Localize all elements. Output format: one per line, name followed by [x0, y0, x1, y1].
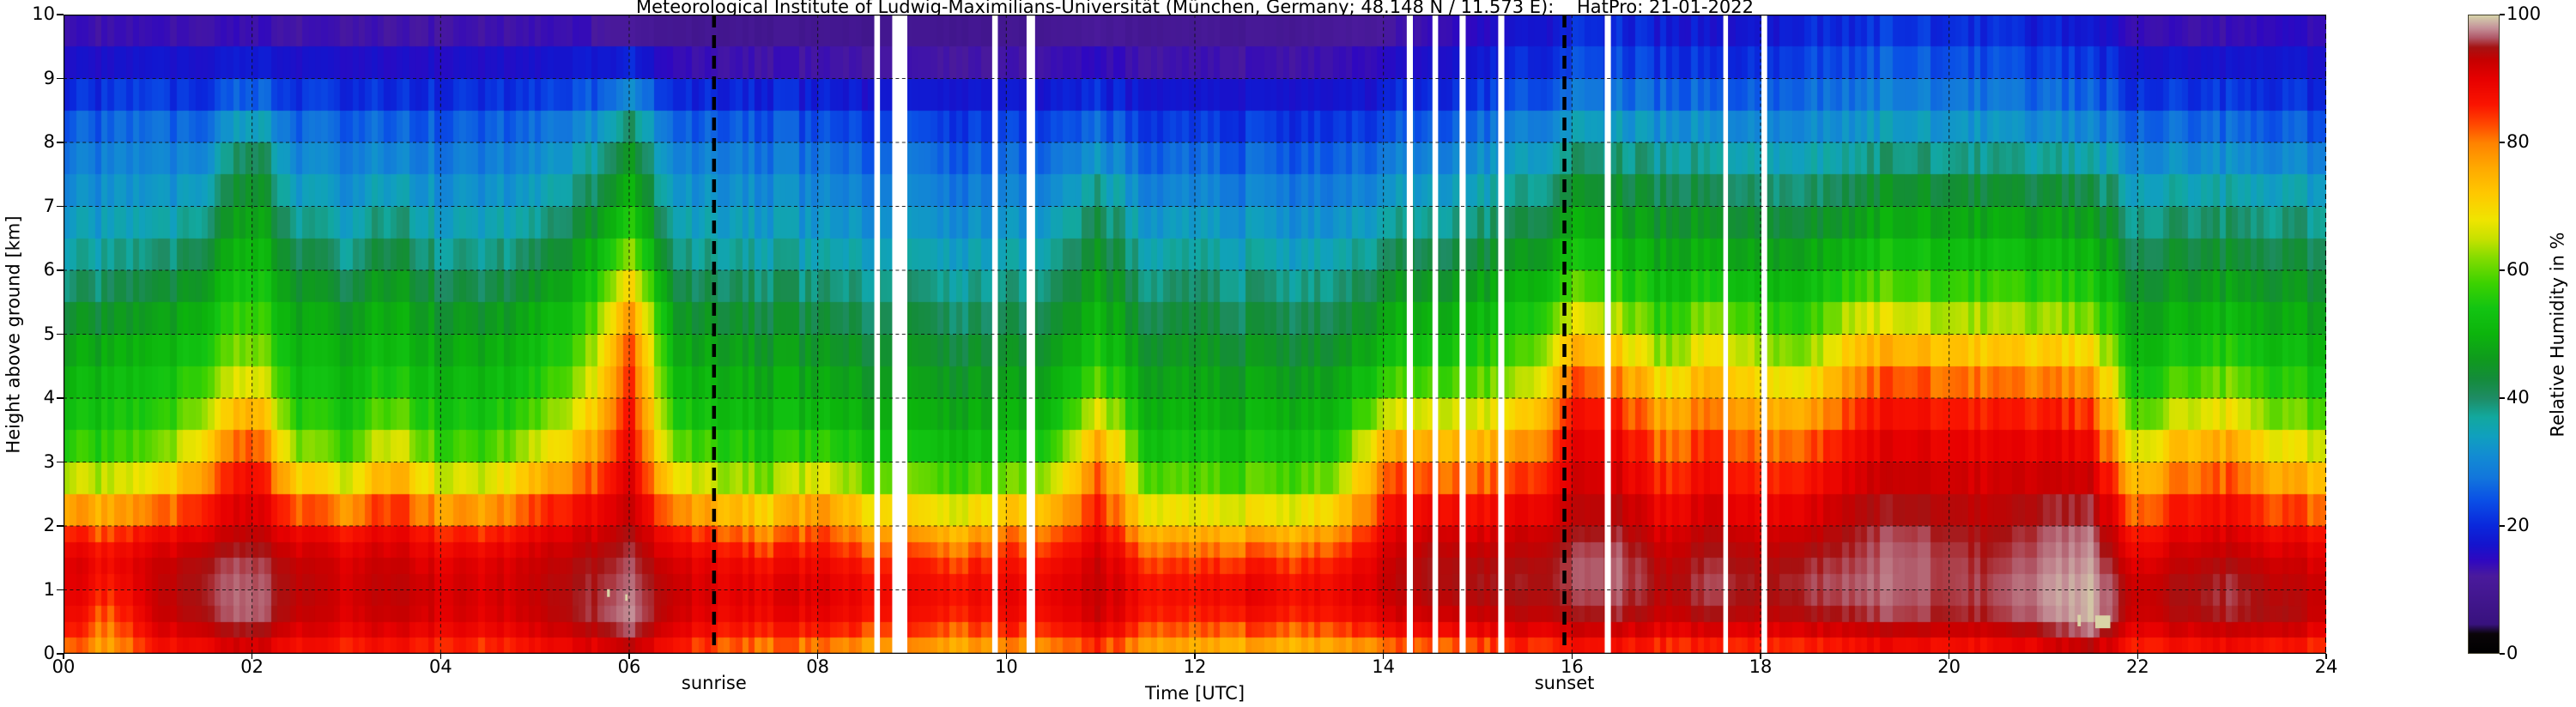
- x-tick-label: 08: [806, 656, 830, 677]
- sunrise-label: sunrise: [681, 673, 747, 693]
- y-tick-label: 4: [43, 387, 55, 408]
- x-tick: [628, 654, 630, 659]
- colorbar-tick: [2500, 14, 2505, 15]
- y-tick-label: 10: [32, 3, 55, 24]
- x-tick: [816, 654, 819, 659]
- plot-overlay-svg: [64, 15, 2326, 654]
- x-tick-label: 18: [1749, 656, 1773, 677]
- x-tick-label: 10: [994, 656, 1018, 677]
- colorbar-tick: [2500, 525, 2505, 527]
- colorbar-tick-label: 40: [2506, 387, 2530, 408]
- plot-title: Meteorological Institute of Ludwig-Maxim…: [635, 0, 1755, 17]
- y-tick: [57, 589, 64, 591]
- missing-data-gap: [1761, 15, 1767, 654]
- y-tick-label: 8: [43, 131, 55, 152]
- y-tick-label: 0: [43, 643, 55, 663]
- y-tick: [57, 205, 64, 208]
- y-tick-label: 1: [43, 578, 55, 600]
- x-tick: [63, 654, 64, 659]
- plot-area: [64, 15, 2326, 654]
- y-tick-label: 5: [43, 323, 55, 344]
- y-tick: [57, 461, 64, 463]
- x-tick: [1948, 654, 1950, 659]
- x-tick: [1194, 654, 1196, 659]
- x-tick-label: 00: [52, 656, 76, 677]
- colorbar-tick-label: 60: [2506, 259, 2530, 280]
- x-tick: [1760, 654, 1761, 659]
- x-tick-label: 06: [617, 656, 641, 677]
- x-tick: [439, 654, 442, 659]
- sunset-label: sunset: [1534, 673, 1595, 693]
- missing-data-gap: [991, 15, 998, 654]
- y-tick: [57, 14, 64, 15]
- y-tick-label: 3: [43, 450, 55, 472]
- missing-data-gap: [1723, 15, 1729, 654]
- x-tick: [2325, 654, 2327, 659]
- colorbar-tick: [2500, 397, 2505, 399]
- missing-data-gap: [1406, 15, 1413, 654]
- colorbar-tick: [2500, 269, 2505, 271]
- colorbar-tick-label: 20: [2506, 515, 2530, 535]
- x-axis-label: Time [UTC]: [1144, 683, 1246, 704]
- x-tick-label: 12: [1183, 656, 1207, 677]
- x-tick: [1005, 654, 1008, 659]
- y-tick: [57, 397, 64, 399]
- y-tick-label: 7: [43, 195, 55, 216]
- x-tick: [1382, 654, 1385, 659]
- y-tick-label: 6: [43, 259, 55, 280]
- missing-data-gap: [1432, 15, 1439, 654]
- colorbar-gradient: [2469, 15, 2499, 653]
- saturation-mark: [625, 594, 628, 601]
- y-tick-label: 2: [43, 515, 55, 535]
- y-tick: [57, 525, 64, 527]
- y-tick-label: 9: [43, 67, 55, 88]
- colorbar-label: Relative Humidity in %: [2547, 232, 2568, 438]
- x-tick-label: 02: [240, 656, 264, 677]
- y-tick: [57, 653, 64, 655]
- x-tick-label: 22: [2125, 656, 2149, 677]
- colorbar-tick-label: 100: [2506, 3, 2542, 24]
- saturation-mark: [2094, 615, 2111, 629]
- colorbar-tick-label: 0: [2506, 643, 2518, 663]
- colorbar-tick: [2500, 142, 2505, 143]
- saturation-mark: [607, 589, 610, 597]
- saturation-mark: [2077, 614, 2082, 626]
- x-tick-label: 04: [428, 656, 452, 677]
- colorbar-tick: [2500, 653, 2505, 655]
- colorbar: [2468, 15, 2500, 654]
- colorbar-tick-label: 80: [2506, 131, 2530, 152]
- x-tick-label: 20: [1937, 656, 1961, 677]
- x-tick: [1571, 654, 1573, 659]
- x-tick: [251, 654, 253, 659]
- y-tick: [57, 77, 64, 80]
- y-tick: [57, 269, 64, 271]
- x-tick-label: 16: [1560, 656, 1584, 677]
- x-tick-label: 24: [2314, 656, 2338, 677]
- y-tick: [57, 333, 64, 335]
- missing-data-gap: [892, 15, 908, 654]
- y-tick: [57, 142, 64, 143]
- x-tick: [2137, 654, 2139, 659]
- x-tick-label: 14: [1372, 656, 1396, 677]
